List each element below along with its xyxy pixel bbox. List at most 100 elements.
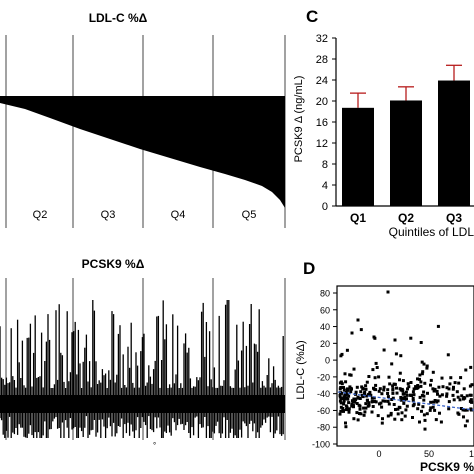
scatter-point [416,386,420,390]
scatter-point [371,368,375,372]
scatter-point [459,376,463,380]
scatter-point [380,405,384,409]
scatter-point [372,386,375,390]
scatter-point [401,389,405,393]
scatter-point [409,336,413,340]
scatter-point [380,421,384,425]
scatter-point [429,378,433,382]
scatter-point [429,406,433,410]
scatter-point [423,418,427,422]
scatter-point [359,412,363,416]
scatter-point [423,381,427,385]
scatter-point [469,399,473,403]
scatter-point [422,390,426,394]
scatter-point [338,381,342,385]
scatter-point [438,411,441,415]
scatter-point [338,393,342,397]
scatter-point [419,341,423,344]
scatter-point [391,384,395,388]
scatter-point [469,408,473,412]
scatter-point [364,402,368,406]
panel-d: D LDL-C (%Δ) 80 60 40 20 0 -20 -40 -60 -80 -100 0… [295,259,474,474]
panel-c-ytick-label: 12 [316,138,328,150]
scatter-point [391,396,395,400]
scatter-point [422,413,426,417]
scatter-point [387,375,391,379]
scatter-point [342,395,346,399]
scatter-point [343,372,347,376]
scatter-point [445,392,449,396]
scatter-point [389,411,393,415]
scatter-point [347,410,351,414]
scatter-point [402,392,406,396]
panel-d-xlabel: PCSK9 % [420,460,474,474]
scatter-point [395,386,398,390]
scatter-point [420,372,424,376]
scatter-point [399,398,403,402]
scatter-point [350,404,354,408]
panel-b: PCSK9 %Δ ° [0,257,286,450]
scatter-point [392,382,396,386]
panel-d-xtick-50: 50 [424,449,434,459]
scatter-point [418,377,421,381]
scatter-point [433,408,437,412]
panel-d-ytick-label: -60 [317,406,330,416]
scatter-point [341,397,345,401]
scatter-point [456,395,460,399]
scatter-point [373,376,377,380]
scatter-point [462,387,466,391]
panel-c-ytick-label: 16 [316,117,328,129]
scatter-point [340,382,344,386]
scatter-point [338,395,342,399]
scatter-point [381,399,385,403]
scatter-point [425,366,429,370]
scatter-point [361,386,365,390]
scatter-point [409,381,413,384]
panel-a-title: LDL-C %Δ [89,11,148,25]
scatter-point [411,404,415,408]
scatter-point [361,395,365,399]
panel-c-bar [390,100,422,206]
panel-c-category-label: Q2 [398,211,414,225]
scatter-point [396,407,400,411]
scatter-point [391,387,395,391]
scatter-point [377,389,381,393]
scatter-point [374,388,378,392]
scatter-point [340,391,344,395]
scatter-point [439,420,443,424]
panel-d-xtick-0: 0 [376,449,381,459]
scatter-point [402,401,406,405]
scatter-point [451,387,455,391]
scatter-point [387,402,391,406]
scatter-point [404,390,408,394]
panel-c-ytick-label: 20 [316,96,328,108]
panel-d-regression-line [337,391,474,411]
scatter-point [376,414,380,418]
scatter-point [367,403,371,407]
scatter-point [393,417,397,421]
scatter-point [362,406,366,410]
scatter-point [425,412,429,416]
scatter-point [405,404,409,408]
scatter-point [391,391,395,395]
scatter-point [436,392,439,396]
panel-c-ytick-label: 28 [316,54,328,66]
scatter-point [452,398,456,402]
scatter-point [394,408,397,411]
scatter-point [438,394,442,398]
scatter-point [422,398,426,402]
scatter-point [358,404,362,408]
scatter-point [342,388,346,392]
scatter-point [420,393,424,397]
scatter-point [428,408,432,412]
scatter-point [356,395,360,399]
scatter-point [425,364,429,368]
scatter-point [363,393,366,397]
scatter-point [358,397,362,400]
scatter-point [436,399,440,403]
panel-c-category-label: Q3 [446,211,462,225]
scatter-point [362,413,366,417]
scatter-point [347,401,351,405]
scatter-point [398,371,402,375]
scatter-point [364,384,368,388]
